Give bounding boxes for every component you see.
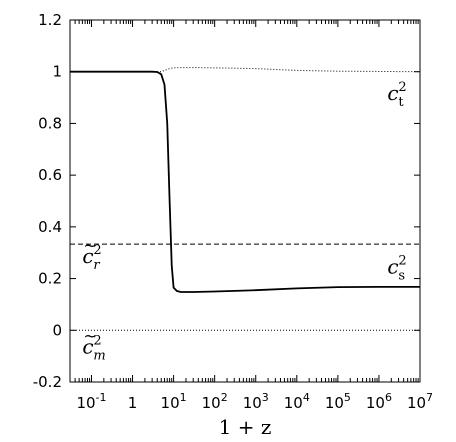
- ticks-layer: 1.2 1 0.8 0.6 0.4 0.2 0 -0.2 10-1 1 101 102 103 104 10…: [33, 11, 433, 412]
- annotation-cr-tilde: ~: [83, 236, 96, 255]
- series-line-0: [70, 67, 421, 73]
- series-layer: [70, 67, 421, 331]
- annotation-ct: c 2t: [387, 80, 406, 110]
- annotation-cr-sup: 2: [93, 243, 101, 258]
- annotation-cs-sup: 2: [398, 253, 406, 268]
- x-axis-label: 1 + z: [219, 415, 272, 439]
- annotation-cm: c~2m: [82, 327, 105, 364]
- y-tick-label-6: 0: [52, 321, 62, 339]
- x-tick-label-2: 101: [161, 391, 187, 412]
- annotation-ct-symbol: c: [387, 81, 398, 105]
- x-tick-label-4: 103: [243, 391, 269, 412]
- annotations-layer: c 2tc 2sc~2rc~2m: [82, 80, 406, 363]
- x-tick-label-6: 105: [325, 391, 351, 412]
- y-tick-label-5: 0.2: [38, 270, 62, 288]
- y-tick-label-2: 0.8: [38, 114, 62, 132]
- y-tick-label-1: 1: [52, 63, 62, 81]
- x-tick-label-5: 104: [284, 391, 310, 412]
- y-tick-label-4: 0.4: [38, 218, 62, 236]
- annotation-cm-tilde: ~: [83, 327, 96, 346]
- annotation-cs: c 2s: [387, 253, 406, 283]
- series-line-1: [70, 70, 420, 293]
- y-tick-label-0: 1.2: [38, 11, 62, 29]
- annotation-ct-sup: 2: [398, 80, 406, 95]
- annotation-cm-sup: 2: [93, 334, 101, 349]
- y-tick-label-3: 0.6: [38, 166, 62, 184]
- annotation-ct-sub: t: [398, 95, 404, 110]
- y-tick-label-7: -0.2: [33, 373, 62, 391]
- annotation-cr-symbol: c: [82, 244, 93, 268]
- x-tick-label-7: 106: [366, 391, 392, 412]
- x-tick-label-0: 10-1: [76, 391, 106, 412]
- x-tick-label-1: 1: [128, 394, 138, 412]
- plot-frame: [69, 19, 421, 383]
- annotation-cs-sub: s: [398, 268, 405, 283]
- x-tick-label-3: 102: [202, 391, 228, 412]
- x-tick-label-8: 107: [407, 391, 433, 412]
- annotation-cm-sub: m: [93, 349, 105, 364]
- annotation-cs-symbol: c: [387, 254, 398, 278]
- annotation-cr-sub: r: [93, 258, 100, 273]
- annotation-cr: c~2r: [82, 236, 101, 273]
- annotation-cm-symbol: c: [82, 335, 93, 359]
